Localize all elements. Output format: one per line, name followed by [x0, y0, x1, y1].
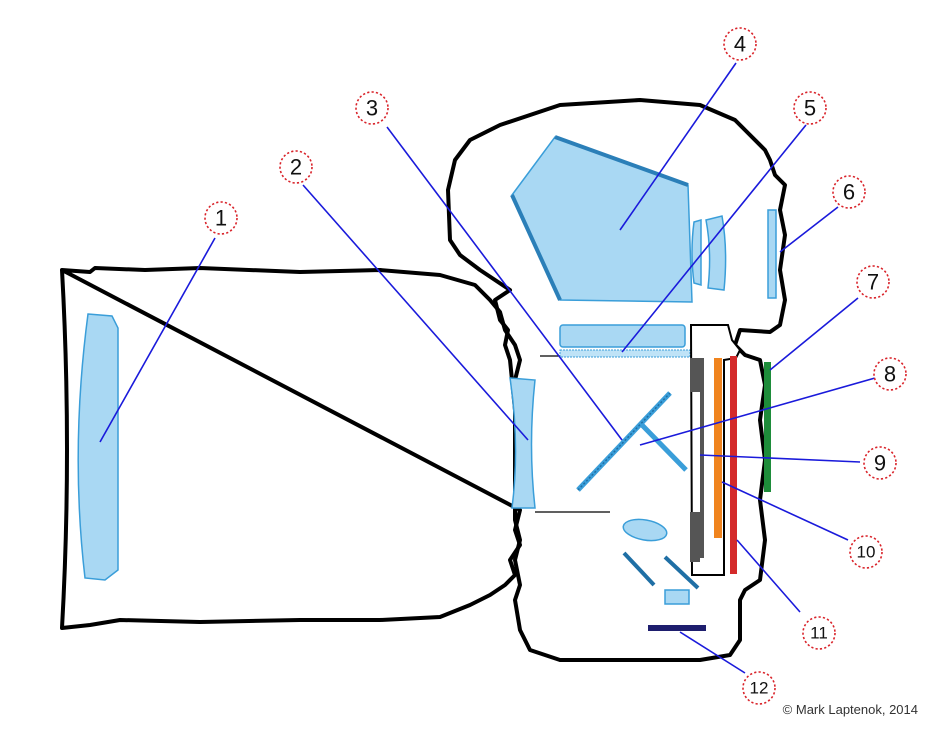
callout-5: 5	[793, 91, 827, 125]
callout-7-label: 7	[867, 270, 879, 295]
focusing-screen-shape	[559, 349, 691, 358]
pointer-8	[639, 377, 876, 446]
callout-5-circle	[793, 91, 827, 125]
lcd-screen-shape	[764, 362, 771, 492]
front-lens-element-shape	[77, 313, 119, 581]
pointer-10	[721, 481, 849, 541]
callout-3: 3	[355, 91, 389, 125]
callout-8-circle	[873, 357, 907, 391]
callout-2: 2	[279, 150, 313, 184]
callout-1-label: 1	[215, 206, 227, 231]
eyepiece-lens-a	[691, 219, 702, 286]
condenser-lens-shape	[559, 324, 686, 348]
callout-11: 11	[802, 616, 836, 650]
image-sensor-shape	[714, 358, 722, 538]
callout-10: 10	[849, 535, 883, 569]
pointer-11	[736, 539, 801, 613]
af-sensor-shape	[648, 625, 706, 631]
pentaprism-left-edge	[510, 194, 562, 301]
pointer-lines	[99, 62, 876, 674]
callout-7: 7	[856, 265, 890, 299]
callout-6-label: 6	[843, 180, 855, 205]
pointer-4	[619, 62, 737, 231]
camera-body-outline	[446, 98, 787, 662]
callout-12-label: 12	[750, 679, 769, 698]
pointer-7	[769, 297, 859, 371]
af-mirror-a	[622, 551, 656, 587]
callout-5-label: 5	[804, 96, 816, 121]
shutter-upper-block	[690, 358, 700, 392]
callout-1-circle	[204, 201, 238, 235]
rear-lens-element-shape	[509, 377, 536, 509]
reflex-mirror-shape	[576, 391, 672, 492]
shutter-lower-block	[690, 512, 700, 562]
callout-1: 1	[204, 201, 238, 235]
pointer-6	[779, 206, 839, 253]
callout-6: 6	[832, 175, 866, 209]
callout-11-label: 11	[810, 624, 828, 643]
callout-8: 8	[873, 357, 907, 391]
eyepiece-shape	[767, 209, 777, 299]
pointer-12	[679, 631, 746, 674]
callout-8-label: 8	[884, 362, 896, 387]
af-lens	[664, 589, 690, 605]
callout-12-circle	[742, 671, 776, 705]
af-mirror-b	[663, 555, 700, 590]
secondary-mirror-shape	[640, 423, 688, 472]
lens-barrel-outline	[60, 266, 522, 630]
eyepiece-lens-b	[705, 215, 727, 291]
callout-12: 12	[742, 671, 776, 705]
callout-4: 4	[723, 27, 757, 61]
pentaprism-shape	[511, 136, 693, 303]
pentaprism-top-edge	[554, 135, 689, 187]
callout-9: 9	[863, 446, 897, 480]
callout-2-label: 2	[290, 155, 302, 180]
callout-10-label: 10	[857, 543, 876, 562]
copyright-notice: © Mark Laptenok, 2014	[782, 702, 918, 717]
pointer-9	[699, 454, 861, 463]
callout-3-circle	[355, 91, 389, 125]
callout-3-label: 3	[366, 96, 378, 121]
circuit-board-shape	[730, 356, 737, 574]
callout-11-circle	[802, 616, 836, 650]
callout-7-circle	[856, 265, 890, 299]
pointer-5	[621, 124, 807, 353]
pointer-2	[302, 184, 529, 441]
af-condenser-lens	[622, 518, 668, 542]
pointer-1	[99, 237, 216, 443]
callout-2-circle	[279, 150, 313, 184]
callout-6-circle	[832, 175, 866, 209]
callout-9-label: 9	[874, 451, 886, 476]
callout-4-label: 4	[734, 32, 746, 57]
callout-10-circle	[849, 535, 883, 569]
pointer-3	[386, 126, 623, 441]
callout-4-circle	[723, 27, 757, 61]
callout-9-circle	[863, 446, 897, 480]
shutter-shape	[700, 358, 704, 558]
